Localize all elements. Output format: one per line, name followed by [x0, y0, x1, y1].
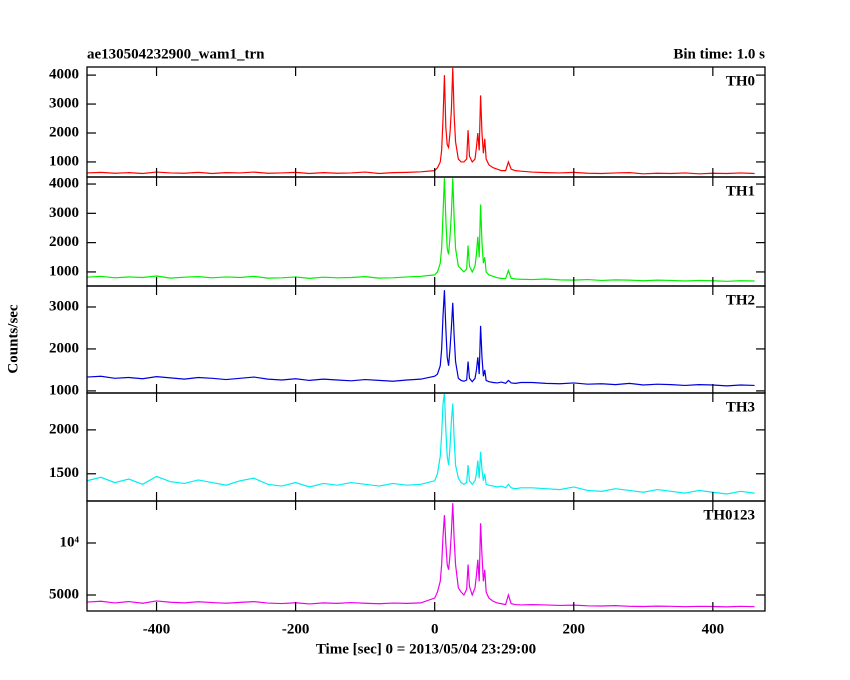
- y-tick-label: 2000: [49, 421, 79, 437]
- chart-title: ae130504232900_wam1_trn: [87, 46, 265, 62]
- y-tick-label: 2000: [49, 340, 79, 356]
- y-tick-label: 4000: [49, 67, 79, 83]
- panel-label: TH1: [726, 183, 755, 199]
- y-tick-label: 10⁴: [60, 534, 80, 550]
- panel-label: TH2: [726, 292, 755, 308]
- x-axis-label: Time [sec] 0 = 2013/05/04 23:29:00: [316, 641, 536, 657]
- y-tick-label: 3000: [49, 298, 79, 314]
- y-tick-label: 3000: [49, 205, 79, 221]
- y-tick-label: 4000: [49, 175, 79, 191]
- panel-label: TH3: [726, 399, 755, 415]
- x-tick-label: -400: [143, 621, 171, 637]
- y-tick-label: 1000: [49, 263, 79, 279]
- light-curve: [87, 67, 755, 175]
- y-tick-label: 1000: [49, 382, 79, 398]
- panel-frame: [86, 66, 766, 178]
- y-tick-label: 2000: [49, 234, 79, 250]
- bin-time: Bin time: 1.0 s: [673, 46, 765, 62]
- x-tick-label: -200: [282, 621, 310, 637]
- panel-label: TH0123: [703, 507, 755, 523]
- x-tick-label: 400: [702, 621, 725, 637]
- panel-frame: [86, 500, 766, 612]
- y-tick-label: 1500: [49, 465, 79, 481]
- panel-frame: [86, 392, 766, 502]
- light-curve: [87, 290, 755, 387]
- light-curve: [87, 178, 755, 282]
- y-tick-label: 2000: [49, 124, 79, 140]
- y-tick-label: 1000: [49, 153, 79, 169]
- light-curve: [87, 503, 755, 608]
- x-tick-label: 200: [563, 621, 586, 637]
- y-tick-label: 3000: [49, 95, 79, 111]
- panel-frame: [86, 285, 766, 394]
- y-axis-label: Counts/sec: [5, 304, 21, 374]
- panel-frame: [86, 176, 766, 287]
- light-curve: [87, 393, 755, 495]
- y-tick-label: 5000: [49, 586, 79, 602]
- panel-label: TH0: [726, 73, 755, 89]
- x-tick-label: 0: [431, 621, 439, 637]
